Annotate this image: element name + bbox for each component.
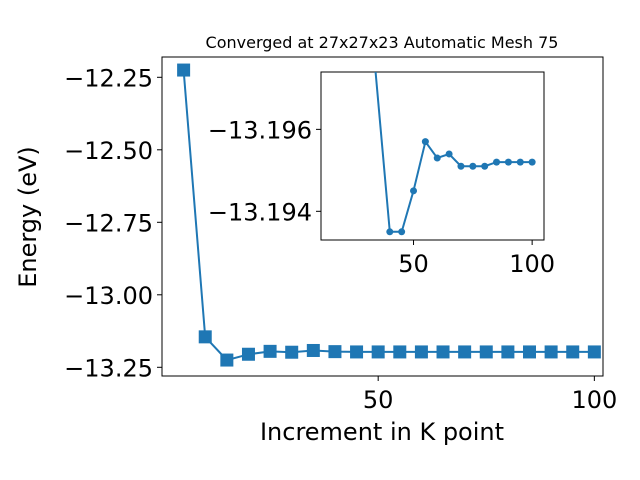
y-axis-label: Energy (eV): [14, 146, 42, 288]
data-point: [516, 158, 524, 166]
data-point: [386, 228, 394, 236]
data-point: [177, 63, 191, 77]
data-point: [544, 345, 558, 359]
data-point: [393, 345, 407, 359]
data-point: [566, 345, 580, 359]
inset-data-series: [374, 72, 536, 236]
x-tick-label: 50: [363, 386, 394, 414]
data-point: [528, 158, 536, 166]
y-tick-label: −12.25: [64, 64, 153, 92]
data-point: [371, 345, 385, 359]
data-point: [220, 353, 234, 367]
data-point: [481, 162, 489, 170]
data-point: [241, 347, 255, 361]
data-point: [469, 162, 477, 170]
data-point: [414, 345, 428, 359]
x-tick-label: 100: [509, 250, 555, 278]
y-tick-label: −12.75: [64, 209, 153, 237]
main-axis-ticks: 50 100 −12.25 −12.50 −12.75 −13.00 −13.25: [64, 64, 617, 414]
data-point: [493, 158, 501, 166]
data-point: [306, 343, 320, 357]
main-data-series: [177, 63, 601, 367]
inset-plot-area: [320, 71, 545, 241]
data-point: [198, 330, 212, 344]
y-tick-label: −12.50: [64, 137, 153, 165]
chart-title: Converged at 27x27x23 Automatic Mesh 75: [206, 33, 559, 52]
x-axis-label: Increment in K point: [260, 418, 504, 446]
data-point: [263, 344, 277, 358]
data-point: [523, 345, 536, 359]
data-point: [328, 345, 342, 359]
data-point: [445, 150, 453, 158]
inset-axis-ticks: 50 100 −13.196 −13.194: [208, 116, 555, 278]
data-point: [457, 162, 465, 170]
data-point: [458, 345, 472, 359]
data-point: [587, 345, 601, 359]
y-tick-label: −13.196: [208, 116, 312, 144]
x-tick-label: 50: [398, 250, 429, 278]
data-point: [398, 228, 406, 236]
data-point: [504, 158, 512, 166]
y-tick-label: −13.194: [208, 198, 312, 226]
data-point: [410, 187, 418, 195]
y-tick-label: −13.25: [64, 354, 153, 382]
y-tick-label: −13.00: [64, 282, 153, 310]
data-point: [421, 138, 429, 146]
data-point: [433, 154, 441, 162]
data-point: [436, 345, 450, 359]
data-point: [479, 345, 493, 359]
x-tick-label: 100: [571, 386, 617, 414]
data-point: [350, 345, 364, 359]
data-point: [501, 345, 515, 359]
data-point: [285, 345, 299, 359]
